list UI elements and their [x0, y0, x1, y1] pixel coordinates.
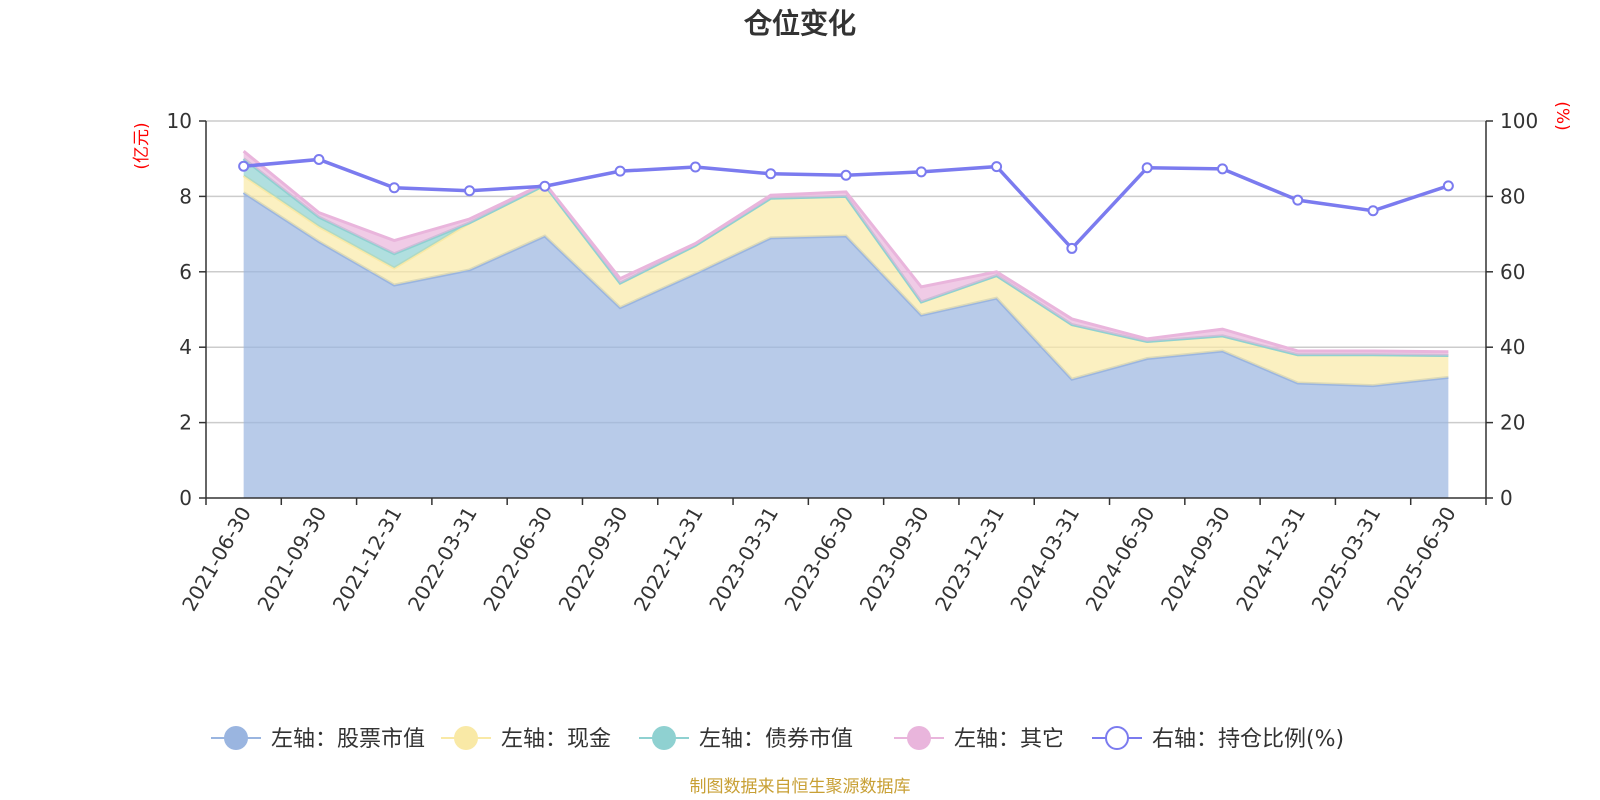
- legend-marker: [224, 726, 248, 750]
- right-tick-label: 0: [1500, 486, 1513, 510]
- ratio-point: [539, 180, 551, 192]
- right-tick-label: 100: [1500, 109, 1538, 133]
- stacked-areas: [242, 149, 1449, 498]
- x-tick-label: 2022-09-30: [554, 503, 633, 616]
- ratio-point: [1216, 163, 1228, 175]
- area-series-1: [243, 192, 1449, 498]
- legend-label: 左轴：其它: [954, 727, 1064, 752]
- legend-label: 右轴：持仓比例(%): [1152, 727, 1344, 752]
- ratio-point: [765, 168, 777, 180]
- ratio-point: [1141, 162, 1153, 174]
- ratio-point: [840, 169, 852, 181]
- x-tick-label: 2021-12-31: [328, 503, 407, 616]
- right-axis-unit: (%): [1552, 101, 1572, 130]
- x-tick-label: 2023-06-30: [779, 503, 858, 616]
- right-tick-label: 60: [1500, 260, 1525, 284]
- x-tick-label: 2022-12-31: [629, 503, 708, 616]
- left-tick-label: 4: [179, 335, 192, 359]
- x-tick-label: 2024-03-31: [1005, 503, 1084, 616]
- ratio-point: [614, 165, 626, 177]
- ratio-point: [915, 166, 927, 178]
- ratio-point: [689, 161, 701, 173]
- legend-marker: [454, 726, 478, 750]
- x-tick-label: 2025-06-30: [1382, 503, 1461, 616]
- ratio-point: [1442, 180, 1454, 192]
- left-tick-label: 6: [179, 260, 192, 284]
- x-tick-label: 2021-09-30: [252, 503, 331, 616]
- x-tick-label: 2024-09-30: [1156, 503, 1235, 616]
- legend: 左轴：股票市值 左轴：现金 左轴：债券市值 左轴：其它 右轴：持仓比例(%): [211, 726, 1344, 752]
- chart-title: 仓位变化: [744, 7, 856, 40]
- ratio-point: [238, 160, 250, 172]
- x-tick-label: 2022-06-30: [478, 503, 557, 616]
- left-tick-label: 10: [167, 109, 192, 133]
- ratio-point: [1292, 194, 1304, 206]
- x-tick-label: 2022-03-31: [403, 503, 482, 616]
- right-tick-label: 80: [1500, 184, 1525, 208]
- left-tick-label: 8: [179, 184, 192, 208]
- data-source: 制图数据来自恒生聚源数据库: [690, 777, 911, 797]
- legend-label: 左轴：股票市值: [271, 727, 425, 752]
- left-axis-unit: (亿元): [132, 122, 152, 169]
- ratio-point: [1066, 242, 1078, 254]
- legend-label: 左轴：现金: [501, 727, 611, 752]
- right-tick-label: 20: [1500, 411, 1525, 435]
- ratio-point: [313, 153, 325, 165]
- x-tick-label: 2023-09-30: [855, 503, 934, 616]
- x-tick-label: 2024-12-31: [1231, 503, 1310, 616]
- ratio-point: [388, 182, 400, 194]
- ratio-point: [1367, 205, 1379, 217]
- ratio-line: [238, 153, 1454, 254]
- area-series-2: [243, 175, 1449, 386]
- legend-label: 左轴：债券市值: [699, 727, 853, 752]
- left-tick-label: 0: [179, 486, 192, 510]
- x-tick-label: 2023-03-31: [704, 503, 783, 616]
- legend-marker: [907, 726, 931, 750]
- legend-marker: [1105, 726, 1129, 750]
- area-series-4-edge: [242, 149, 1449, 354]
- right-tick-label: 40: [1500, 335, 1525, 359]
- ratio-point: [991, 161, 1003, 173]
- legend-marker: [652, 726, 676, 750]
- x-tick-label: 2021-06-30: [177, 503, 256, 616]
- x-tick-label: 2023-12-31: [930, 503, 1009, 616]
- x-tick-label: 2025-03-31: [1306, 503, 1385, 616]
- ratio-point: [464, 185, 476, 197]
- left-tick-label: 2: [179, 411, 192, 435]
- x-tick-label: 2024-06-30: [1081, 503, 1160, 616]
